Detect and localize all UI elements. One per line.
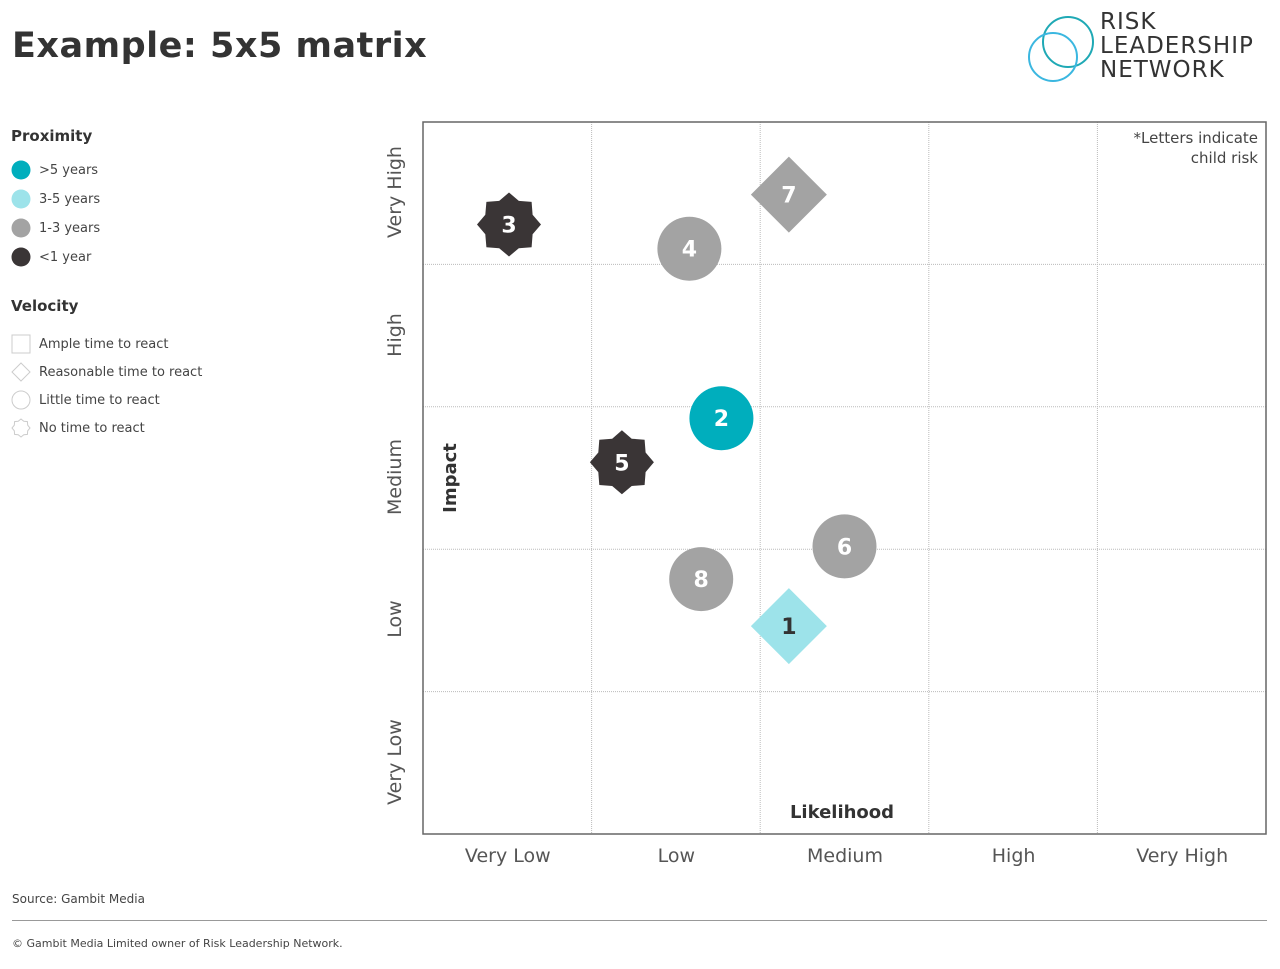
legend-label: 3-5 years [39,191,101,207]
legend-label: <1 year [39,249,92,265]
risk-marker-label: 7 [781,184,796,209]
risk-marker-4[interactable]: 4 [657,216,722,281]
logo-rings-icon [1026,12,1098,86]
y-tick-label: High [384,312,406,357]
risk-marker-label: 3 [501,214,516,239]
y-tick-label: Very High [384,146,406,239]
plot-frame [422,121,1267,835]
proximity-legend-item: 1-3 years [11,218,100,238]
velocity-legend-title: Velocity [11,297,79,315]
velocity-legend-item: Ample time to react [11,334,169,354]
chart-note: *Letters indicate child risk [1133,129,1258,167]
x-tick-label: Medium [807,845,883,867]
source-text: Source: Gambit Media [12,892,145,906]
square-shape-icon [11,334,31,354]
risk-marker-label: 6 [837,535,852,560]
y-axis-label: Impact [440,443,461,513]
diamond-shape-icon [11,362,31,382]
legend-label: 1-3 years [39,220,101,236]
risk-marker-label: 1 [781,615,796,640]
risk-marker-8[interactable]: 8 [669,547,734,612]
velocity-legend-item: No time to react [11,418,145,438]
copyright-text: © Gambit Media Limited owner of Risk Lea… [12,937,343,950]
proximity-legend-item: >5 years [11,160,98,180]
x-tick-label: High [991,845,1036,867]
y-tick-label: Very Low [384,718,406,805]
risk-marker-7[interactable]: 7 [750,156,827,233]
proximity-swatch-icon [11,160,31,180]
circle-shape-icon [11,390,31,410]
risk-marker-2[interactable]: 2 [689,386,754,451]
proximity-swatch-icon [11,218,31,238]
x-axis-label: Likelihood [790,802,894,823]
risk-marker-3[interactable]: 3 [477,192,541,257]
legend-label: Ample time to react [39,336,169,352]
velocity-legend-item: Little time to react [11,390,160,410]
proximity-legend-item: 3-5 years [11,189,100,209]
x-tick-label: Low [657,845,696,867]
divider [12,920,1267,921]
risk-marker-5[interactable]: 5 [589,430,654,495]
logo-text: RISK LEADERSHIP NETWORK [1100,9,1254,83]
page-title: Example: 5x5 matrix [12,26,428,66]
proximity-legend-title: Proximity [11,127,93,145]
velocity-legend-item: Reasonable time to react [11,362,202,382]
risk-marker-6[interactable]: 6 [812,514,877,579]
risk-marker-1[interactable]: 1 [750,588,827,665]
y-tick-label: Medium [384,439,406,515]
proximity-swatch-icon [11,247,31,267]
risk-marker-label: 4 [682,238,697,263]
risk-marker-label: 5 [614,451,629,476]
risk-marker-label: 8 [694,568,709,593]
risk-marker-label: 2 [714,407,729,432]
star-shape-icon [11,418,31,438]
x-tick-label: Very High [1136,845,1229,867]
legend-label: Reasonable time to react [39,364,203,380]
legend-label: No time to react [39,420,145,436]
y-tick-label: Low [384,600,406,639]
proximity-legend-item: <1 year [11,247,91,267]
legend-label: >5 years [39,162,99,178]
x-tick-label: Very Low [464,845,551,867]
legend-label: Little time to react [39,392,160,408]
proximity-swatch-icon [11,189,31,209]
